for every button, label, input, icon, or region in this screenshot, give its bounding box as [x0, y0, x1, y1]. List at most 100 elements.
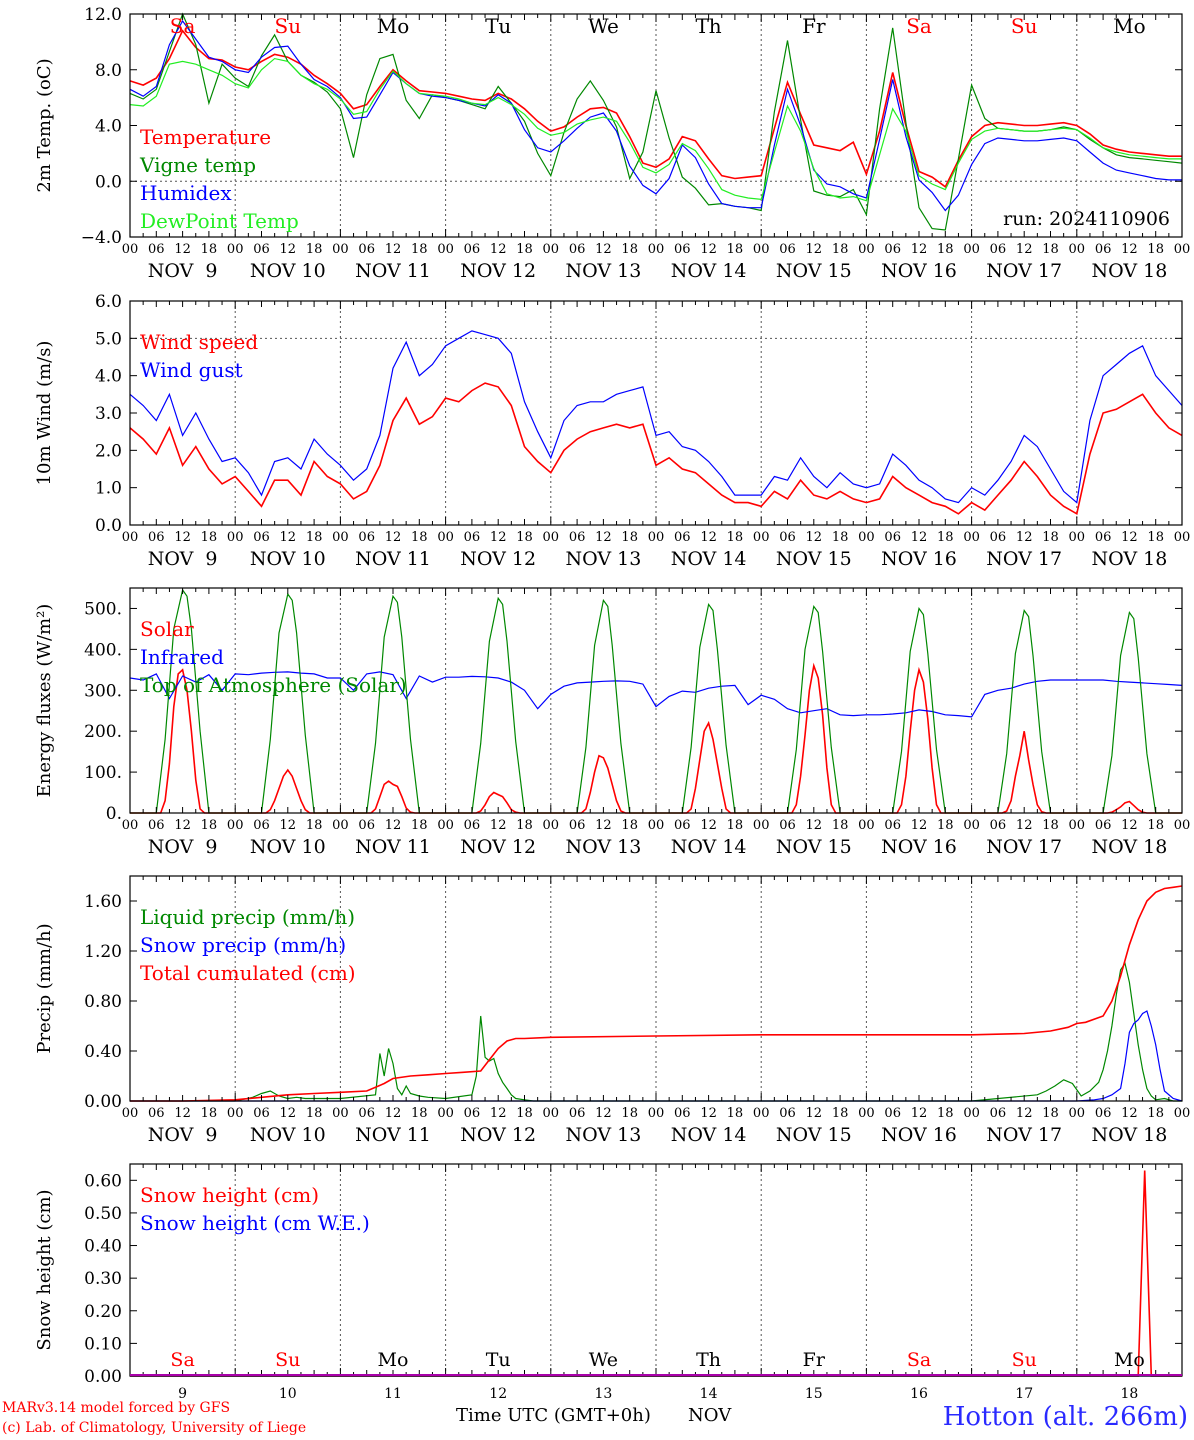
hour-label: 12	[490, 242, 507, 257]
y-tick-label: 0.0	[95, 516, 122, 536]
hour-label: 06	[358, 1106, 375, 1121]
hour-label: 18	[516, 818, 533, 833]
weekday-label: Mo	[1113, 14, 1146, 38]
y-tick-label: 2.0	[95, 441, 122, 461]
legend-entry-2: Snow precip (mm/h)	[140, 933, 346, 957]
weekday-label: Fr	[803, 1349, 826, 1371]
hour-label: 18	[1042, 818, 1059, 833]
day-number-label: 11	[384, 1386, 402, 1402]
hour-label: 00	[753, 242, 770, 257]
date-label: NOV 13	[565, 260, 641, 282]
hour-label: 06	[148, 530, 165, 545]
hour-label: 18	[1147, 1106, 1164, 1121]
hour-label: 00	[858, 242, 875, 257]
hour-label: 18	[1147, 242, 1164, 257]
hour-label: 00	[963, 1106, 980, 1121]
hour-label: 12	[490, 818, 507, 833]
y-tick-label: 1.60	[84, 892, 122, 912]
y-tick-label: 1.0	[95, 479, 122, 499]
hour-label: 00	[437, 242, 454, 257]
x-axis-title: Time UTC (GMT+0h)	[456, 1405, 651, 1426]
hour-label: 00	[753, 1106, 770, 1121]
date-label: NOV 12	[460, 260, 536, 282]
hour-label: 12	[595, 1106, 612, 1121]
hour-label: 18	[937, 530, 954, 545]
hour-label: 00	[332, 242, 349, 257]
legend-entry-3: Total cumulated (cm)	[140, 961, 356, 985]
hour-label: 06	[779, 530, 796, 545]
y-tick-label: 4.0	[95, 117, 122, 137]
series-line-2	[130, 1010, 1183, 1102]
y-tick-label: 0.40	[84, 1237, 122, 1257]
series-line-2	[129, 330, 1183, 504]
y-tick-label: 0.50	[84, 1204, 122, 1224]
hour-label: 18	[201, 1106, 218, 1121]
hour-label: 12	[806, 818, 823, 833]
hour-label: 18	[621, 818, 638, 833]
hour-label: 18	[201, 242, 218, 257]
date-label: NOV 10	[250, 1124, 326, 1146]
hour-label: 12	[490, 530, 507, 545]
legend-entry-1: Solar	[140, 617, 194, 641]
hour-label: 00	[753, 818, 770, 833]
hour-label: 00	[332, 1106, 349, 1121]
date-label: NOV 18	[1091, 1124, 1167, 1146]
hour-label: 18	[201, 530, 218, 545]
weekday-label: Sa	[907, 1349, 931, 1371]
hour-label: 12	[280, 242, 297, 257]
y-tick-label: 100.	[84, 763, 122, 783]
series-line-3	[130, 885, 1183, 1102]
hour-label: 12	[280, 530, 297, 545]
date-label: NOV 9	[148, 1124, 218, 1146]
hour-label: 00	[227, 818, 244, 833]
hour-label: 06	[990, 530, 1007, 545]
hour-label: 18	[411, 530, 428, 545]
legend-entry-2: Wind gust	[140, 358, 243, 382]
day-number-label: 17	[1015, 1386, 1033, 1402]
hour-label: 18	[306, 242, 323, 257]
hour-label: 18	[1147, 818, 1164, 833]
y-tick-label: 0.10	[84, 1334, 122, 1354]
day-number-label: 14	[700, 1386, 718, 1402]
hour-label: 18	[516, 1106, 533, 1121]
hour-label: 12	[1121, 1106, 1138, 1121]
hour-label: 18	[937, 1106, 954, 1121]
hour-label: 12	[911, 818, 928, 833]
hour-label: 00	[1174, 818, 1191, 833]
hour-label: 00	[963, 530, 980, 545]
hour-label: 18	[411, 242, 428, 257]
hour-label: 06	[884, 242, 901, 257]
y-axis-label: Energy fluxes (W/m²)	[34, 604, 55, 798]
hour-label: 06	[358, 530, 375, 545]
date-label: NOV 18	[1091, 260, 1167, 282]
legend-entry-4: DewPoint Temp	[140, 209, 299, 233]
day-number-label: 16	[910, 1386, 928, 1402]
hour-label: 12	[385, 1106, 402, 1121]
hour-label: 06	[569, 242, 586, 257]
hour-label: 06	[1095, 242, 1112, 257]
hour-label: 00	[543, 1106, 560, 1121]
y-tick-label: 4.0	[95, 367, 122, 387]
hour-label: 12	[385, 530, 402, 545]
y-tick-label: 200.	[84, 722, 122, 742]
day-number-label: 9	[178, 1386, 187, 1402]
model-credit: MARv3.14 model forced by GFS	[2, 1400, 231, 1416]
hour-label: 12	[174, 818, 191, 833]
hour-label: 00	[437, 818, 454, 833]
hour-label: 06	[990, 818, 1007, 833]
hour-label: 06	[569, 818, 586, 833]
date-label: NOV 15	[776, 836, 852, 858]
hour-label: 06	[779, 242, 796, 257]
hour-label: 06	[779, 1106, 796, 1121]
hour-label: 18	[727, 1106, 744, 1121]
hour-label: 12	[174, 242, 191, 257]
series-line-1	[129, 29, 1182, 189]
hour-label: 18	[201, 818, 218, 833]
hour-label: 06	[464, 1106, 481, 1121]
hour-label: 12	[806, 242, 823, 257]
hour-label: 06	[464, 530, 481, 545]
hour-label: 06	[148, 818, 165, 833]
date-label: NOV 17	[986, 548, 1062, 570]
hour-label: 12	[700, 242, 717, 257]
y-tick-label: 12.0	[84, 5, 122, 25]
